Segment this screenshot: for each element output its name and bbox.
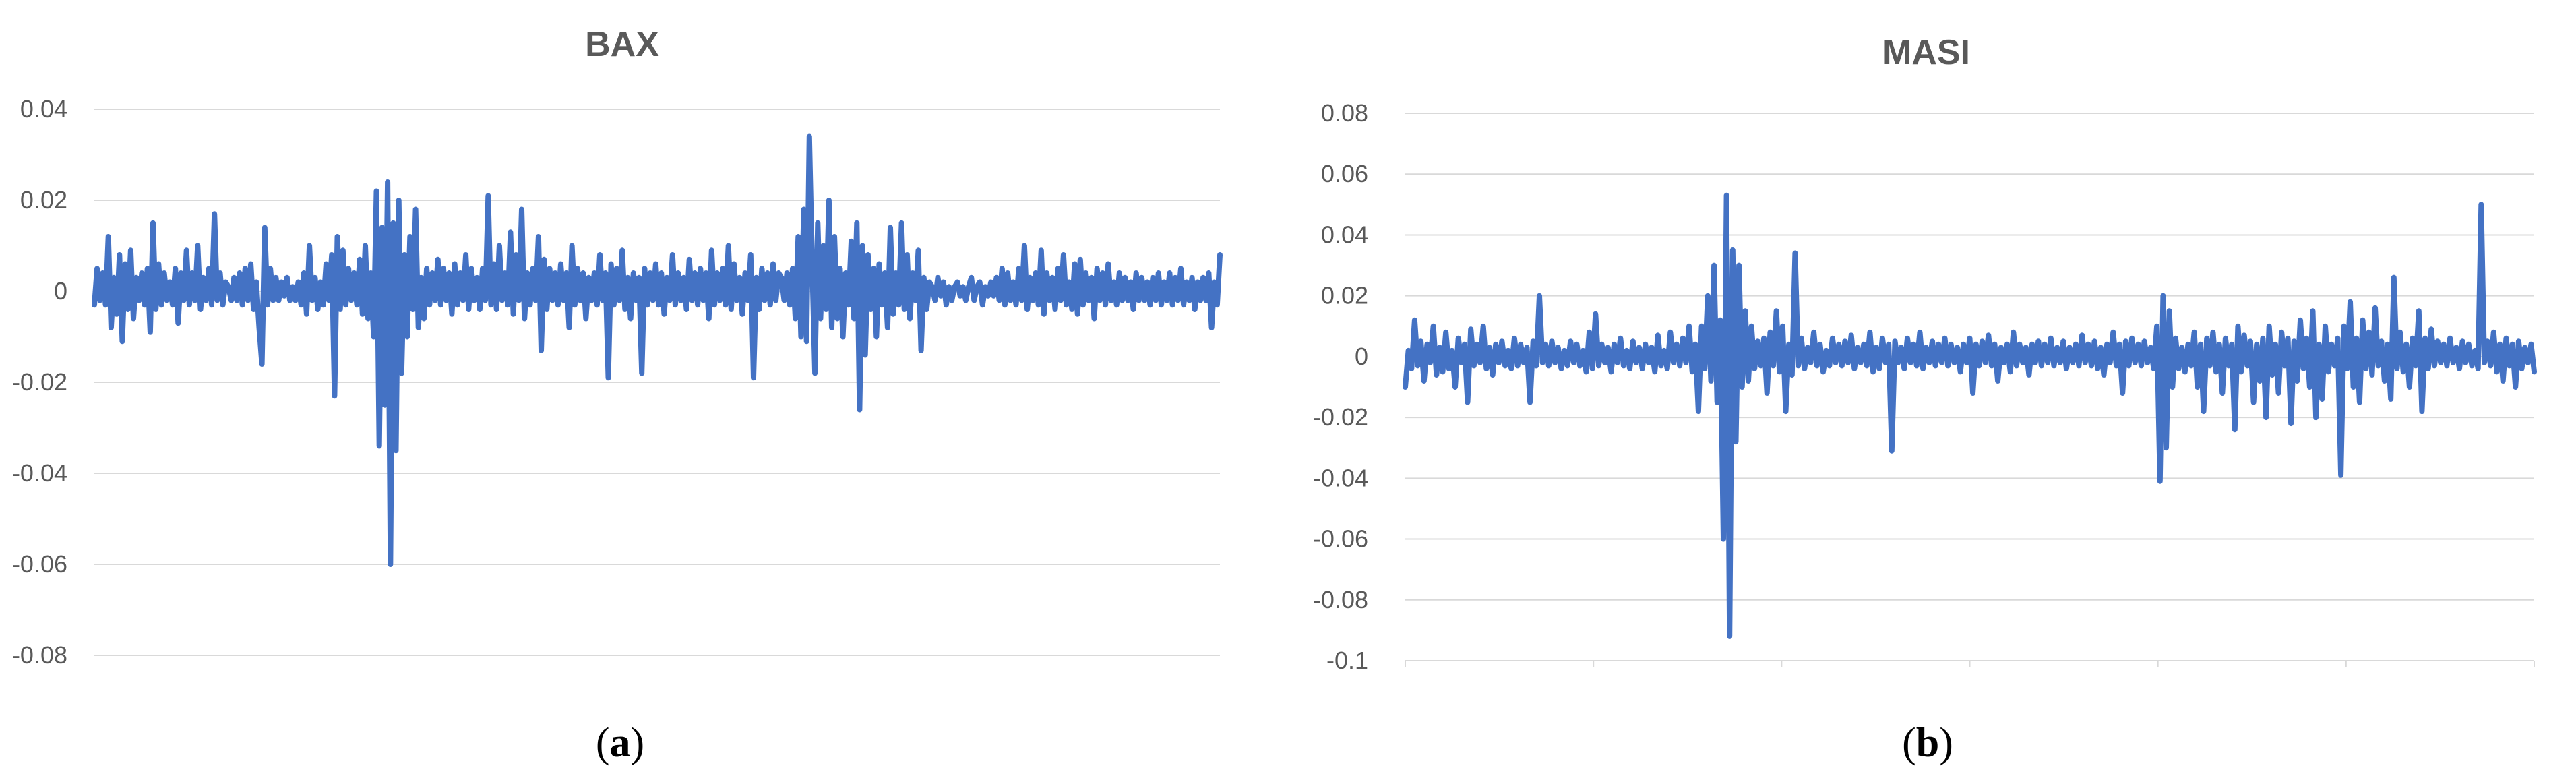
chart-bax: BAX 0.04 0.02 0 -0.02 -0.04 -0.06 -0.08 (a) [12,25,1223,766]
y-tick-label-bax-3: -0.02 [12,368,67,396]
chart-masi: MASI 0.08 0.06 0.04 0.02 0 -0.02 -0.04 -0.06 -0.… [1313,33,2537,766]
y-tick-label-masi-9: -0.1 [1326,647,1368,674]
y-tick-label-masi-4: 0 [1355,342,1368,370]
panel-label-a: (a) [596,720,644,766]
y-tick-label-masi-5: -0.02 [1313,403,1368,431]
y-tick-label-bax-6: -0.08 [12,641,67,669]
gridlines-masi [1405,113,2534,661]
y-tick-labels-masi: 0.08 0.06 0.04 0.02 0 -0.02 -0.04 -0.06 -0.08 -0.… [1313,99,1368,674]
y-tick-label-masi-3: 0.02 [1321,282,1368,309]
y-tick-label-bax-1: 0.02 [20,186,67,214]
y-tick-labels-bax: 0.04 0.02 0 -0.02 -0.04 -0.06 -0.08 [12,95,67,669]
series-bax [92,133,1223,567]
y-tick-label-masi-1: 0.06 [1321,160,1368,187]
y-tick-label-bax-4: -0.04 [12,459,67,487]
chart-title-bax: BAX [585,25,659,64]
y-tick-label-masi-6: -0.04 [1313,464,1368,491]
y-tick-label-masi-0: 0.08 [1321,99,1368,127]
y-tick-label-bax-5: -0.06 [12,550,67,578]
panel-label-a-letter: a [610,720,631,766]
panel-label-b: (b) [1902,720,1953,766]
y-tick-label-bax-0: 0.04 [20,95,67,123]
y-tick-label-masi-8: -0.08 [1313,586,1368,614]
series-masi [1403,192,2537,639]
series-line-bax-0 [92,133,1223,567]
y-tick-label-masi-2: 0.04 [1321,220,1368,248]
chart-title-masi: MASI [1882,33,1970,72]
panel-label-b-letter: b [1916,720,1939,766]
gridlines-bax [94,109,1220,656]
y-tick-label-bax-2: 0 [54,277,67,305]
series-line-masi-0 [1403,192,2537,639]
x-axis-ticks-masi [1405,661,2535,667]
y-tick-label-masi-7: -0.06 [1313,525,1368,553]
